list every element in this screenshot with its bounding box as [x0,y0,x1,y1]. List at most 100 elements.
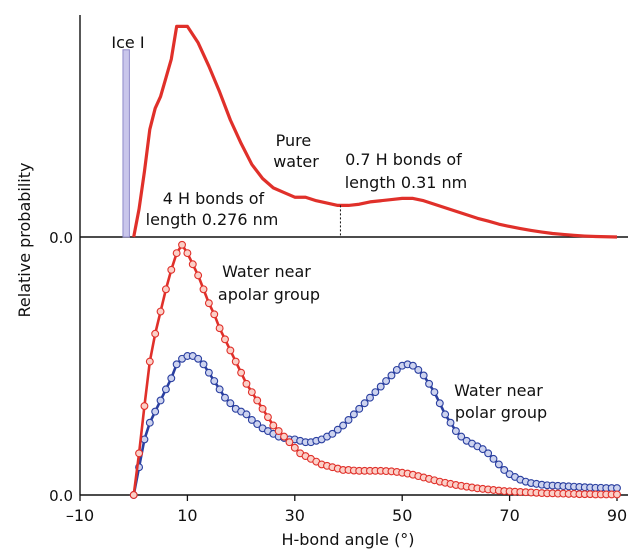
polar-point-5 [156,396,165,405]
apolar-point-3 [145,357,154,366]
top-ytick-label: 0.0 [49,229,73,247]
polar-point-39 [339,421,348,430]
polar-point-44 [366,393,374,402]
polar-point-57 [435,399,444,408]
polar-point-69 [500,466,509,474]
polar-point-53 [414,365,423,374]
polar-point-66 [484,449,493,458]
apolar-point-22 [247,388,256,397]
annotation-0-7-h-bonds-line-1: 0.7 H bonds of [345,150,462,169]
apolar-point-10 [183,249,192,258]
polar-point-55 [425,379,433,388]
apolar-point-25 [264,413,272,422]
x-tick-label-3: 50 [392,506,412,525]
polar-point-17 [221,393,229,402]
apolar-point-0 [129,491,138,499]
apolar-point-20 [237,368,246,377]
apolar-point-9 [178,240,186,249]
apolar-point-7 [167,265,176,274]
annotation-0-7-h-bonds: 0.7 H bonds of length 0.31 nm [345,150,468,192]
bottom-ytick-label: 0.0 [49,487,73,505]
polar-point-8 [172,360,181,369]
apolar-point-1 [135,449,144,458]
annotation-polar-line-1: Water near [454,381,543,400]
polar-point-68 [494,460,503,469]
ice-bar [122,49,130,238]
polar-point-41 [349,410,358,419]
polar-point-15 [210,377,219,385]
apolar-point-16 [215,324,224,333]
polar-point-48 [387,371,396,380]
x-ticks: –10 10 30 50 70 90 [66,495,627,525]
apolar-point-90 [613,490,621,499]
apolar-point-14 [204,299,213,308]
annotation-apolar: Water near apolar group [218,262,320,304]
apolar-point-2 [140,402,149,410]
polar-point-3 [145,418,154,427]
apolar-point-6 [161,285,170,294]
polar-point-65 [478,445,487,454]
annotation-apolar-line-1: Water near [222,262,311,281]
polar-point-56 [430,388,439,397]
apolar-point-4 [151,329,160,338]
apolar-point-5 [156,307,165,316]
polar-point-58 [441,410,450,419]
polar-point-59 [446,418,455,427]
annotation-pure-water-line-1: Pure [276,131,312,150]
apolar-point-29 [285,438,294,447]
x-tick-label-5: 90 [607,506,627,525]
ice-bar-label: Ice I [111,33,144,52]
apolar-point-26 [269,421,278,430]
polar-point-22 [247,415,256,424]
polar-point-67 [489,454,498,463]
apolar-point-24 [258,404,267,413]
annotation-4-h-bonds-line-1: 4 H bonds of [163,189,265,208]
polar-point-16 [215,385,224,394]
polar-point-40 [344,415,353,424]
polar-point-52 [408,361,417,370]
apolar-point-18 [226,346,235,355]
apolar-point-12 [194,271,203,280]
annotation-0-7-h-bonds-line-2: length 0.31 nm [345,173,468,192]
polar-point-13 [199,360,208,369]
annotation-4-h-bonds: 4 H bonds of length 0.276 nm [146,189,279,229]
pure-water-line [132,24,618,239]
polar-point-12 [194,354,203,363]
annotation-4-h-bonds-line-2: length 0.276 nm [146,210,279,229]
apolar-point-15 [210,310,219,319]
annotation-pure-water-line-2: water [273,152,319,171]
polar-point-38 [333,425,342,434]
polar-point-49 [392,365,401,374]
polar-point-60 [451,427,460,436]
apolar-point-30 [290,443,299,452]
polar-point-61 [457,432,466,441]
x-tick-label-4: 70 [499,506,519,525]
annotation-pure-water: Pure water [273,131,319,171]
polar-point-7 [167,374,176,383]
apolar-point-8 [172,249,181,258]
apolar-point-17 [221,335,229,344]
polar-point-37 [328,429,337,438]
apolar-point-11 [188,260,197,269]
polar-point-18 [226,399,235,408]
annotation-apolar-line-2: apolar group [218,285,320,304]
x-tick-label-2: 30 [285,506,305,525]
annotation-polar: Water near polar group [454,381,548,422]
polar-point-21 [242,410,251,419]
apolar-point-23 [253,396,262,405]
polar-point-45 [371,388,380,397]
polar-point-43 [360,399,369,408]
polar-point-23 [253,420,262,429]
x-tick-label-0: –10 [66,506,94,525]
apolar-point-21 [242,379,251,388]
apolar-point-28 [280,432,289,441]
bottom-panel [129,240,621,499]
polar-point-14 [204,368,213,377]
polar-point-47 [382,377,391,385]
y-axis-label: Relative probability [15,163,34,318]
top-panel [122,24,618,239]
apolar-point-13 [199,285,208,294]
x-axis-label: H-bond angle (°) [281,530,414,549]
x-tick-label-1: 10 [177,506,197,525]
